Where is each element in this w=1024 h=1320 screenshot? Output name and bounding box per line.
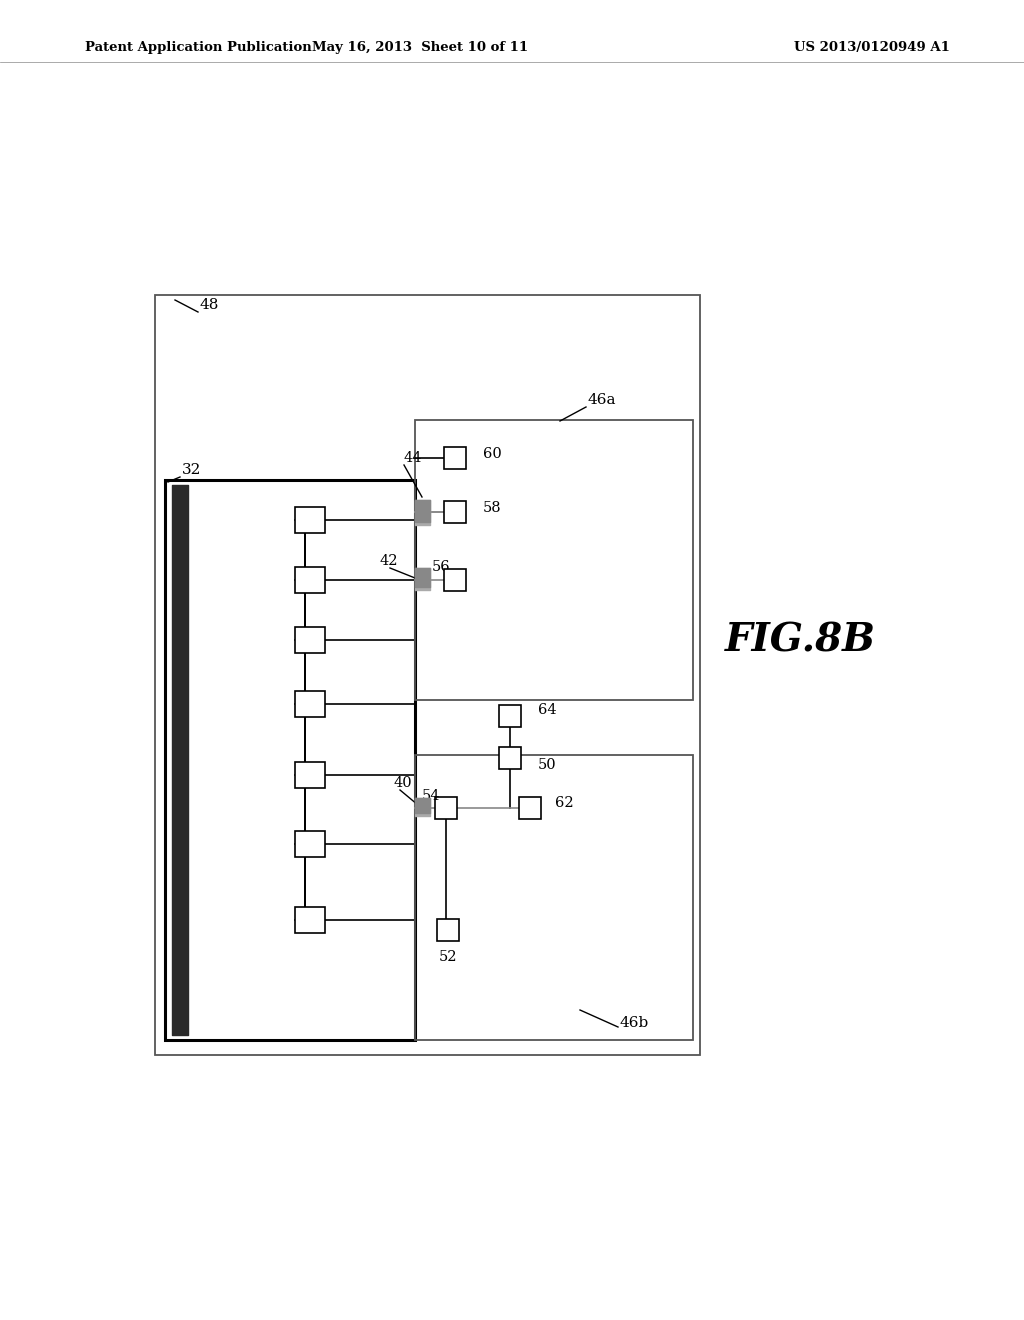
- Bar: [295, 690, 325, 717]
- Bar: [499, 705, 521, 727]
- Text: 58: 58: [483, 502, 502, 515]
- Bar: [444, 502, 466, 523]
- Bar: [295, 507, 325, 533]
- Text: 46b: 46b: [620, 1016, 649, 1030]
- Text: 48: 48: [200, 298, 219, 312]
- Bar: [295, 627, 325, 653]
- Text: May 16, 2013  Sheet 10 of 11: May 16, 2013 Sheet 10 of 11: [312, 41, 528, 54]
- Bar: [165, 480, 415, 1040]
- Text: 50: 50: [538, 758, 557, 772]
- Text: 56: 56: [432, 560, 451, 574]
- Text: 60: 60: [483, 447, 502, 461]
- Text: 44: 44: [404, 451, 423, 465]
- Text: 54: 54: [422, 789, 440, 803]
- Bar: [295, 832, 325, 857]
- Text: FIG.8B: FIG.8B: [725, 620, 876, 659]
- Bar: [295, 568, 325, 593]
- Text: 32: 32: [182, 463, 202, 477]
- Text: 40: 40: [394, 776, 413, 789]
- Bar: [415, 420, 693, 700]
- Text: US 2013/0120949 A1: US 2013/0120949 A1: [795, 41, 950, 54]
- Text: Patent Application Publication: Patent Application Publication: [85, 41, 311, 54]
- Text: 46a: 46a: [588, 393, 616, 407]
- Text: 62: 62: [555, 796, 573, 810]
- Bar: [444, 569, 466, 591]
- Text: 52: 52: [438, 950, 458, 964]
- Bar: [499, 747, 521, 770]
- Text: 42: 42: [380, 554, 398, 568]
- Bar: [437, 919, 459, 941]
- Bar: [415, 755, 693, 1040]
- Bar: [295, 762, 325, 788]
- Bar: [444, 447, 466, 469]
- Bar: [519, 797, 541, 818]
- Bar: [295, 907, 325, 933]
- Bar: [155, 294, 700, 1055]
- Text: 64: 64: [538, 704, 557, 717]
- Bar: [435, 797, 457, 818]
